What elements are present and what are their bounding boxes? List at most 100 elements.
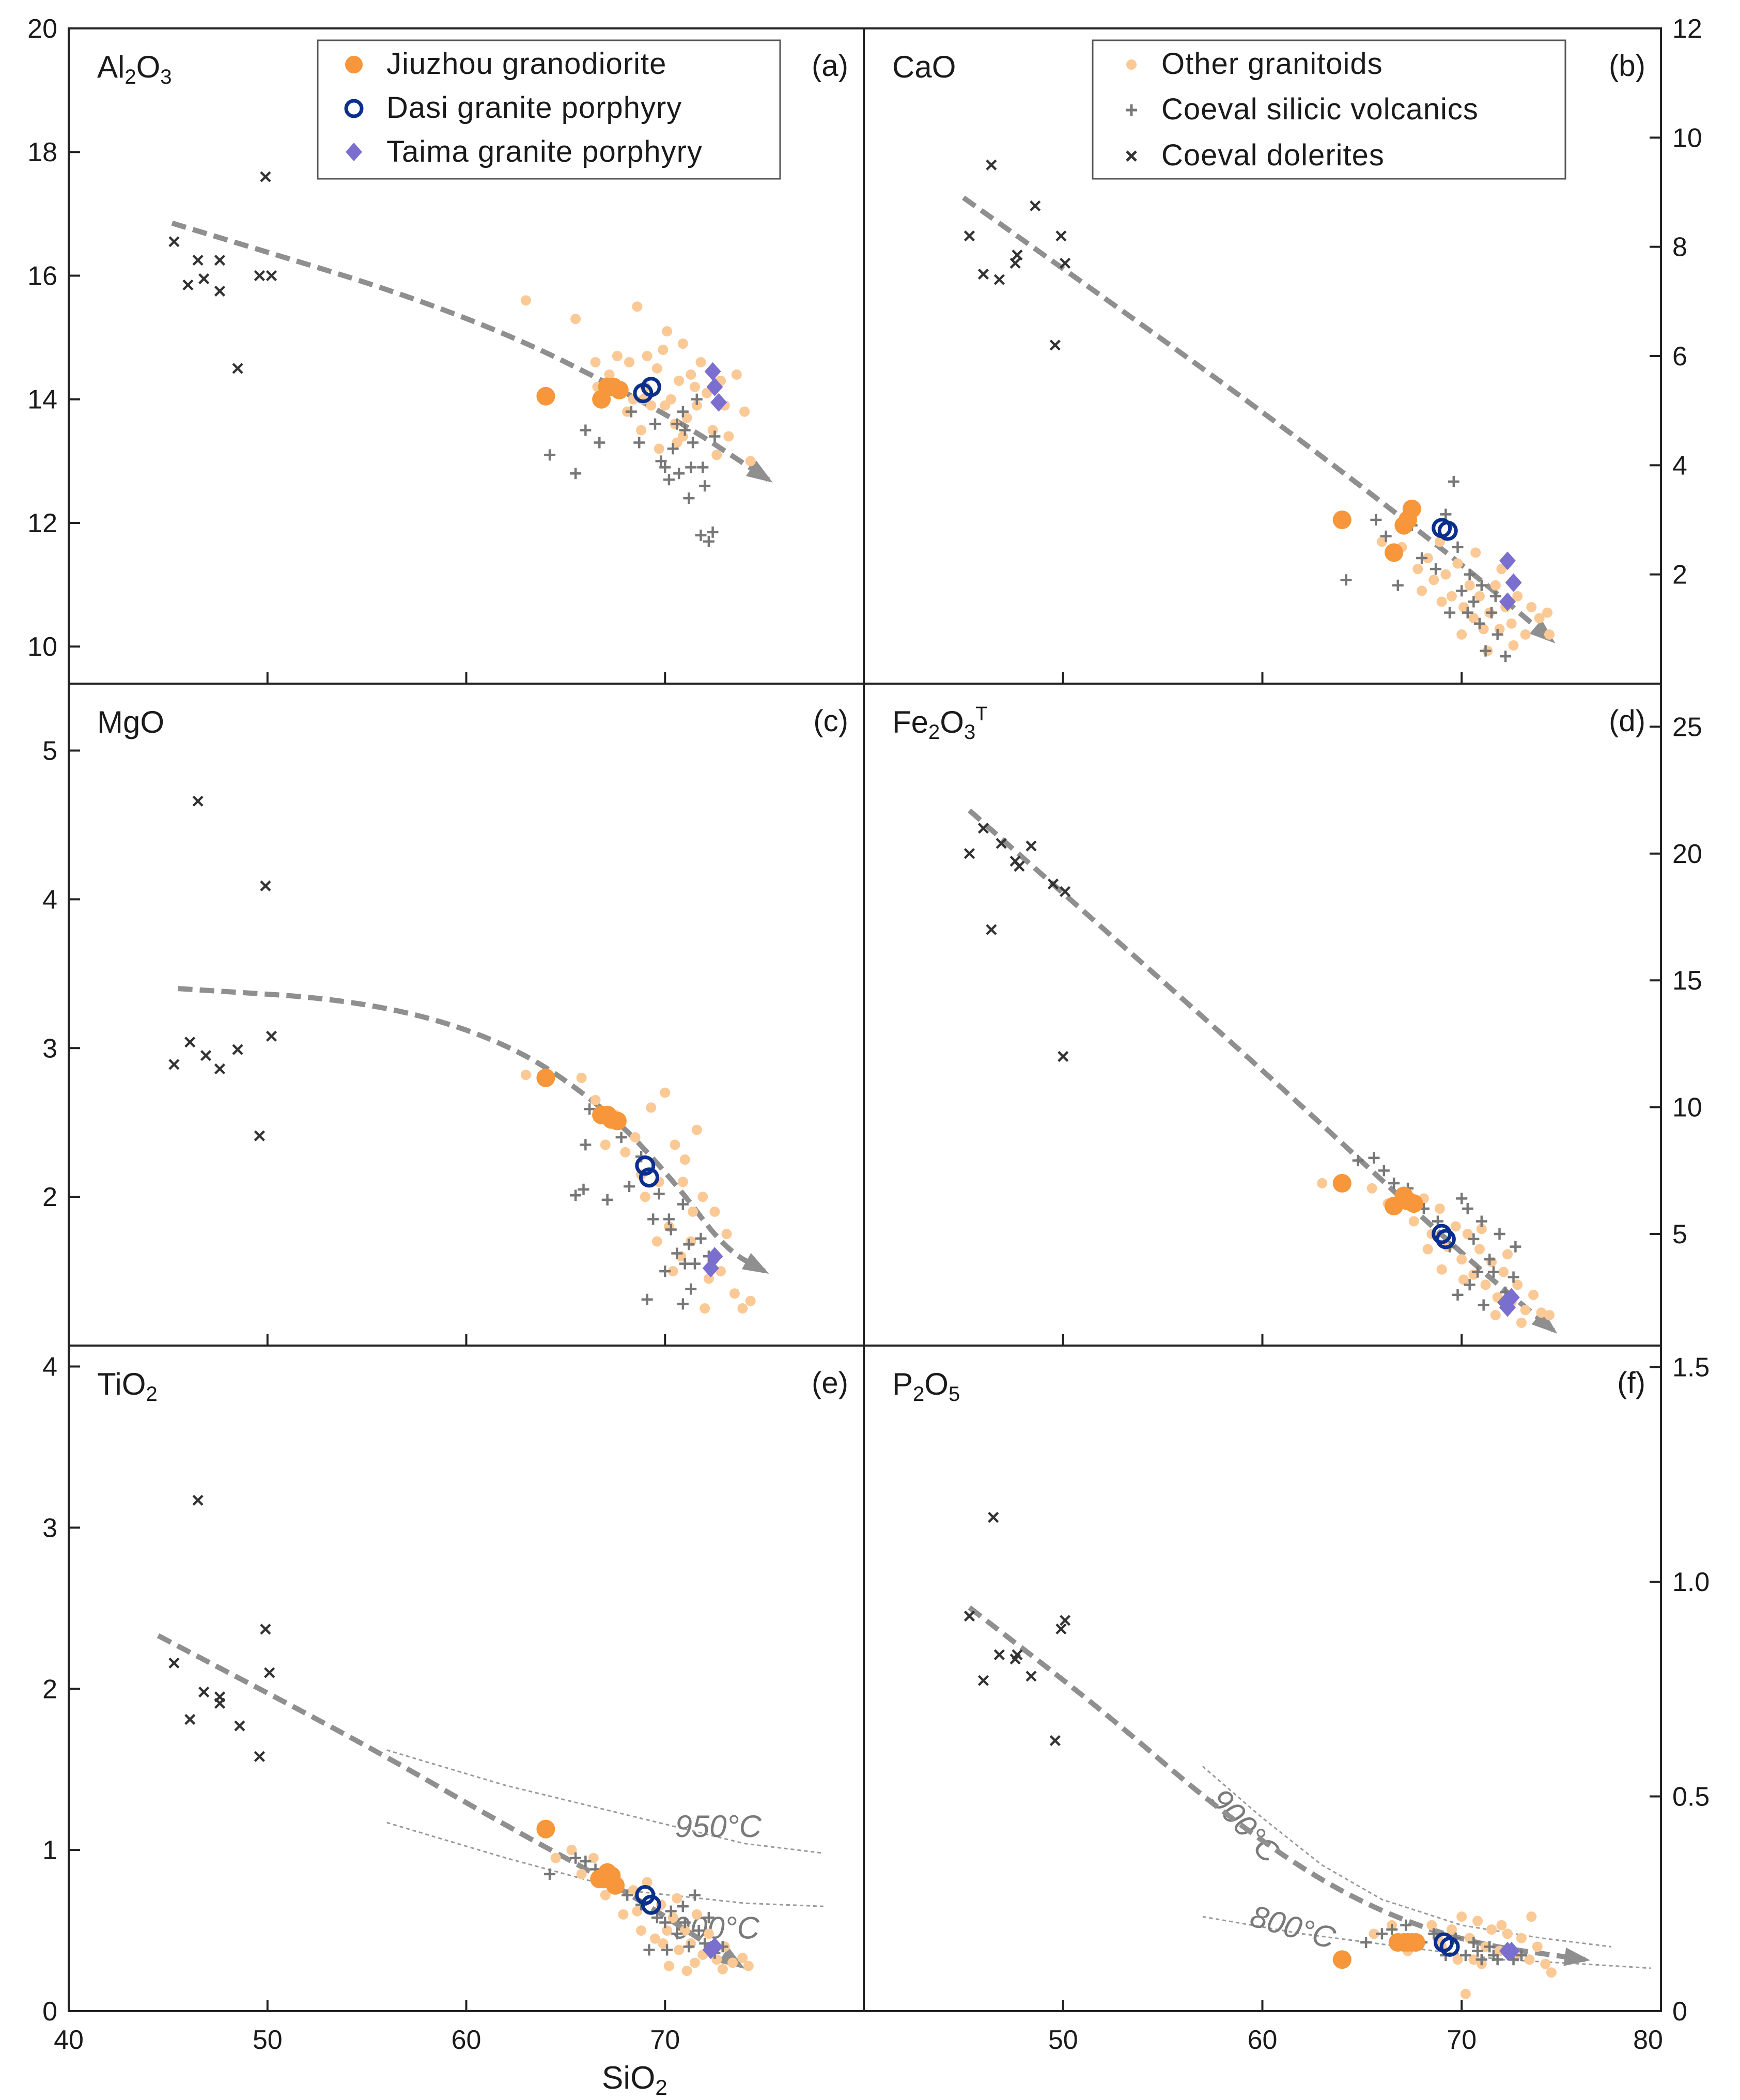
jiuzhou-point-5 [606, 1876, 625, 1895]
y-tick-label-e-3: 3 [42, 1513, 57, 1543]
other-point-19 [686, 369, 696, 380]
legend-left-box [317, 39, 781, 180]
volcanic-point-1 [570, 1852, 582, 1864]
volcanic-point-0 [1352, 1154, 1364, 1166]
trend-line-d [968, 808, 1555, 1333]
other-point-7 [640, 1192, 650, 1202]
jiuzhou-point-0 [1332, 1950, 1351, 1969]
other-point-18 [1506, 618, 1517, 629]
other-point-31 [672, 1893, 682, 1904]
y-tick-label-d-4: 25 [1672, 712, 1702, 742]
y-tick-label-f-1: 0.5 [1672, 1782, 1710, 1812]
other-point-4 [600, 1890, 611, 1901]
volcanic-point-13 [1478, 1299, 1489, 1311]
dolerite-point-2 [192, 795, 204, 807]
other-point-9 [1472, 1916, 1483, 1926]
other-point-22 [702, 388, 712, 398]
volcanic-point-24 [671, 418, 683, 430]
legend-label-jiuzhou: Jiuzhou granodiorite [386, 47, 666, 81]
volcanic-point-10 [1456, 585, 1468, 597]
panel-letter-b: (b) [1609, 49, 1645, 83]
other-point-8 [636, 425, 647, 436]
taima-point-1 [702, 1259, 719, 1278]
other-point-28 [700, 1303, 710, 1314]
x-axis-label: SiO2 [602, 2060, 667, 2097]
jiuzhou-point-0 [1332, 1173, 1351, 1193]
y-tick-label-e-0: 0 [42, 1997, 57, 2027]
other-point-21 [695, 357, 706, 367]
dolerite-point-9 [266, 270, 277, 282]
volcanic-point-8 [1448, 476, 1459, 488]
dolerite-point-8 [1055, 1623, 1067, 1635]
other-point-19 [703, 1928, 714, 1939]
volcanic-point-19 [1464, 568, 1475, 580]
volcanic-point-8 [659, 461, 671, 473]
panel-a: 10 12 14 16 18 20 Al2O3 (a) [27, 14, 865, 685]
volcanic-point-2 [1386, 1924, 1398, 1936]
x-tick-label-right-3: 80 [1633, 2025, 1663, 2055]
x-tick-label-right-2: 70 [1447, 2025, 1477, 2055]
dolerite-point-1 [977, 1675, 989, 1686]
dolerite-point-1 [977, 268, 989, 280]
other-point-14 [674, 1944, 685, 1955]
volcanic-point-3 [1392, 579, 1404, 591]
panel-c: 2 3 4 5 MgO (c) [42, 683, 865, 1347]
dolerite-point-7 [254, 270, 265, 282]
other-point-25 [1458, 1274, 1469, 1285]
taima-point-1 [1503, 1941, 1520, 1960]
dolerite-point-0 [168, 1059, 180, 1070]
panel-title-part: 3 [964, 721, 975, 744]
volcanic-point-5 [622, 1889, 633, 1901]
other-point-27 [1436, 596, 1447, 607]
other-point-24 [1544, 629, 1555, 640]
dolerite-point-7 [254, 1751, 265, 1762]
x-tick-label-left-1: 50 [253, 2025, 283, 2055]
dolerite-point-0 [964, 848, 975, 859]
volcanic-point-1 [1376, 1928, 1388, 1940]
y-tick-label-e-1: 1 [42, 1835, 57, 1865]
volcanic-point-21 [1489, 590, 1501, 602]
other-point-17 [1532, 1941, 1543, 1952]
panel-title-part: 5 [949, 1383, 960, 1406]
legend-marker-dolerite [1126, 150, 1137, 162]
legend-label-other: Other granitoids [1161, 47, 1383, 81]
dolerite-point-3 [993, 274, 1005, 285]
jiuzhou-point-0 [536, 1068, 555, 1087]
volcanic-point-13 [671, 1247, 683, 1259]
series-volcanic-a [544, 393, 721, 547]
other-point-25 [663, 1960, 674, 1971]
volcanic-point-20 [703, 535, 714, 547]
other-point-24 [1476, 1224, 1487, 1234]
panel-title-b: CaO [892, 50, 956, 84]
other-point-22 [727, 1957, 738, 1968]
panel-title-e: TiO2 [97, 1367, 158, 1406]
series-jiuzhou-f [1332, 1933, 1425, 1969]
taima-point-2 [710, 393, 727, 412]
panel-title-part: CaO [892, 50, 956, 84]
volcanic-point-9 [663, 474, 675, 486]
trend-arrow-d [1531, 1310, 1558, 1334]
volcanic-point-11 [659, 1265, 671, 1277]
volcanic-point-23 [697, 461, 709, 473]
x-tick-label-right-1: 60 [1248, 2025, 1278, 2055]
other-point-10 [646, 400, 657, 411]
dolerite-point-1 [182, 279, 194, 291]
dolerite-point-3 [993, 1649, 1005, 1660]
legend-item-other: Other granitoids [1126, 47, 1383, 81]
dolerite-point-5 [214, 285, 226, 297]
legend-item-taima: Taima granite porphyry [346, 135, 702, 168]
series-jiuzhou-e [536, 1819, 625, 1895]
volcanic-point-18 [1475, 579, 1487, 591]
volcanic-point-8 [1452, 1289, 1464, 1301]
other-point-11 [1486, 1924, 1497, 1935]
legend-item-volcanic: Coeval silicic volcanics [1126, 92, 1478, 126]
volcanic-point-10 [1475, 1954, 1487, 1966]
other-point-12 [658, 345, 669, 356]
volcanic-point-11 [673, 468, 685, 480]
x-tick-label-left-3: 70 [650, 2025, 680, 2055]
other-point-28 [1422, 1244, 1433, 1255]
other-point-29 [1490, 1310, 1501, 1321]
series-volcanic-c [570, 1103, 714, 1310]
other-point-30 [612, 351, 623, 361]
